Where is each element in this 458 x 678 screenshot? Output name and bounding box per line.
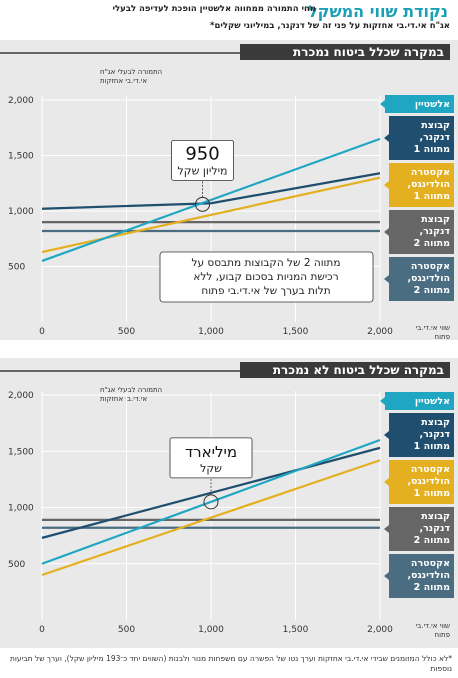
series-line: [41, 172, 381, 210]
y-axis-label-2: אי.די.בי אחזקות: [100, 77, 147, 85]
legend-label: אקסטרה: [411, 558, 450, 569]
annotation-box: [159, 251, 374, 303]
legend-tag: [385, 392, 454, 410]
legend-label: מתווה 2: [414, 238, 450, 249]
x-tick-label: 1,000: [198, 625, 224, 635]
chart-title: במקרה שכלל ביטוח נמכרת: [293, 45, 444, 59]
legend-tag: [389, 413, 454, 457]
x-tick-label: 1,000: [198, 327, 224, 337]
chart-2: במקרה שכלל ביטוח לא נמכרת התמורה לבעלי אג…: [0, 362, 454, 639]
footnote: *לא כולל המזומנים שבידי אי.די.בי אחזקות …: [9, 654, 452, 673]
legend-label: אקסטרה: [411, 464, 450, 475]
legend-label: הולדינגס,: [407, 476, 450, 487]
y-axis-label: התמורה לבעלי אג"ח: [100, 386, 162, 394]
legend-label: מתווה 1: [414, 144, 450, 155]
legend-label: מתווה 2: [414, 535, 450, 546]
legend-tag: [389, 210, 454, 254]
y-tick-label: 1,500: [8, 447, 34, 457]
legend-label: הולדינגס,: [407, 273, 450, 284]
legend-label: קבוצת: [421, 417, 450, 428]
legend-tag: [389, 163, 454, 207]
legend-pointer: [384, 431, 389, 439]
legend-label: דנקנר,: [419, 132, 450, 143]
legend-label: מתווה 1: [414, 191, 450, 202]
legend-pointer: [380, 397, 385, 405]
y-tick-label: 500: [8, 560, 25, 570]
x-tick-label: 500: [118, 327, 135, 337]
chart-title: במקרה שכלל ביטוח לא נמכרת: [273, 363, 444, 377]
legend-pointer: [384, 275, 389, 283]
x-axis-label-2: פתוח: [435, 631, 450, 639]
x-axis-label-2: פתוח: [435, 333, 450, 341]
legend-label: אקסטרה: [411, 167, 450, 178]
y-tick-label: 1,000: [8, 504, 34, 514]
legend-pointer: [380, 100, 385, 108]
legend-label: מתווה 1: [414, 441, 450, 452]
page-subtitle: מחי התמורה ממחווה אלשטיין הופכת לעדיפה ל…: [112, 4, 316, 14]
y-tick-label: 2,000: [8, 96, 34, 106]
legend-label: מתווה 1: [414, 488, 450, 499]
legend-pointer: [384, 181, 389, 189]
callout-value: מיליארד: [185, 443, 237, 461]
annotation-line: תלות בערך של אי.די.בי פתוח: [201, 285, 330, 297]
y-tick-label: 500: [8, 263, 25, 273]
callout-box: [171, 139, 234, 181]
y-tick-label: 1,500: [8, 152, 34, 162]
callout-unit: שקל: [200, 462, 222, 475]
legend-label: אלשטיין: [415, 396, 450, 407]
legend-tag: [389, 257, 454, 301]
legend-tag: [389, 507, 454, 551]
y-axis-label-2: אי.די.בי אחזקות: [100, 395, 147, 403]
legend-label: אקסטרה: [411, 261, 450, 272]
legend-label: קבוצת: [421, 120, 450, 131]
x-tick-label: 500: [118, 625, 135, 635]
annotation-line: מתווה 2 של הקבוצות מתבסס על: [192, 257, 341, 269]
chart-title-bg: [240, 44, 450, 60]
legend-label: אלשטיין: [415, 99, 450, 110]
annotation-line: רכישת המניות בסכום קבוע, ללא: [193, 271, 338, 283]
chart-panel-2-bg: [0, 358, 458, 648]
legend-label: הולדינגס,: [407, 179, 450, 190]
legend-label: דנקנר,: [419, 226, 450, 237]
legend-label: קבוצת: [421, 214, 450, 225]
x-tick-label: 0: [39, 327, 45, 337]
y-tick-label: 2,000: [8, 391, 34, 401]
callout-box: [169, 437, 253, 479]
series-line: [41, 137, 381, 262]
y-tick-label: 1,000: [8, 207, 34, 217]
legend-tag: [389, 554, 454, 598]
legend-label: מתווה 2: [414, 582, 450, 593]
page-subtitle-2: אג"ח אי.די.בי אחזקות על פני זה של דנקנר,…: [210, 21, 450, 31]
callout-value: 950: [185, 143, 219, 164]
legend-pointer: [384, 134, 389, 142]
x-axis-label: שווי אי.די.בי: [416, 324, 450, 332]
y-axis-label: התמורה לבעלי אג"ח: [100, 68, 162, 76]
x-tick-label: 2,000: [367, 327, 393, 337]
legend-pointer: [384, 228, 389, 236]
x-tick-label: 1,500: [283, 625, 309, 635]
page-title: נקודת שווי המשקל: [308, 2, 448, 21]
legend-tag: [385, 95, 454, 113]
chart-title-bg: [240, 362, 450, 378]
x-axis-label: שווי אי.די.בי: [416, 622, 450, 630]
x-tick-label: 0: [39, 625, 45, 635]
legend-tag: [389, 460, 454, 504]
legend-label: קבוצת: [421, 511, 450, 522]
callout-unit: מיליון שקל: [178, 164, 228, 177]
legend-tag: [389, 116, 454, 160]
series-line: [41, 459, 381, 577]
x-tick-label: 1,500: [283, 327, 309, 337]
x-tick-label: 2,000: [367, 625, 393, 635]
legend-pointer: [384, 525, 389, 533]
legend-label: דנקנר,: [419, 523, 450, 534]
legend-pointer: [384, 478, 389, 486]
legend-label: מתווה 2: [414, 285, 450, 296]
legend-label: הולדינגס,: [407, 570, 450, 581]
legend-pointer: [384, 572, 389, 580]
series-line: [41, 438, 381, 565]
legend-label: דנקנר,: [419, 429, 450, 440]
